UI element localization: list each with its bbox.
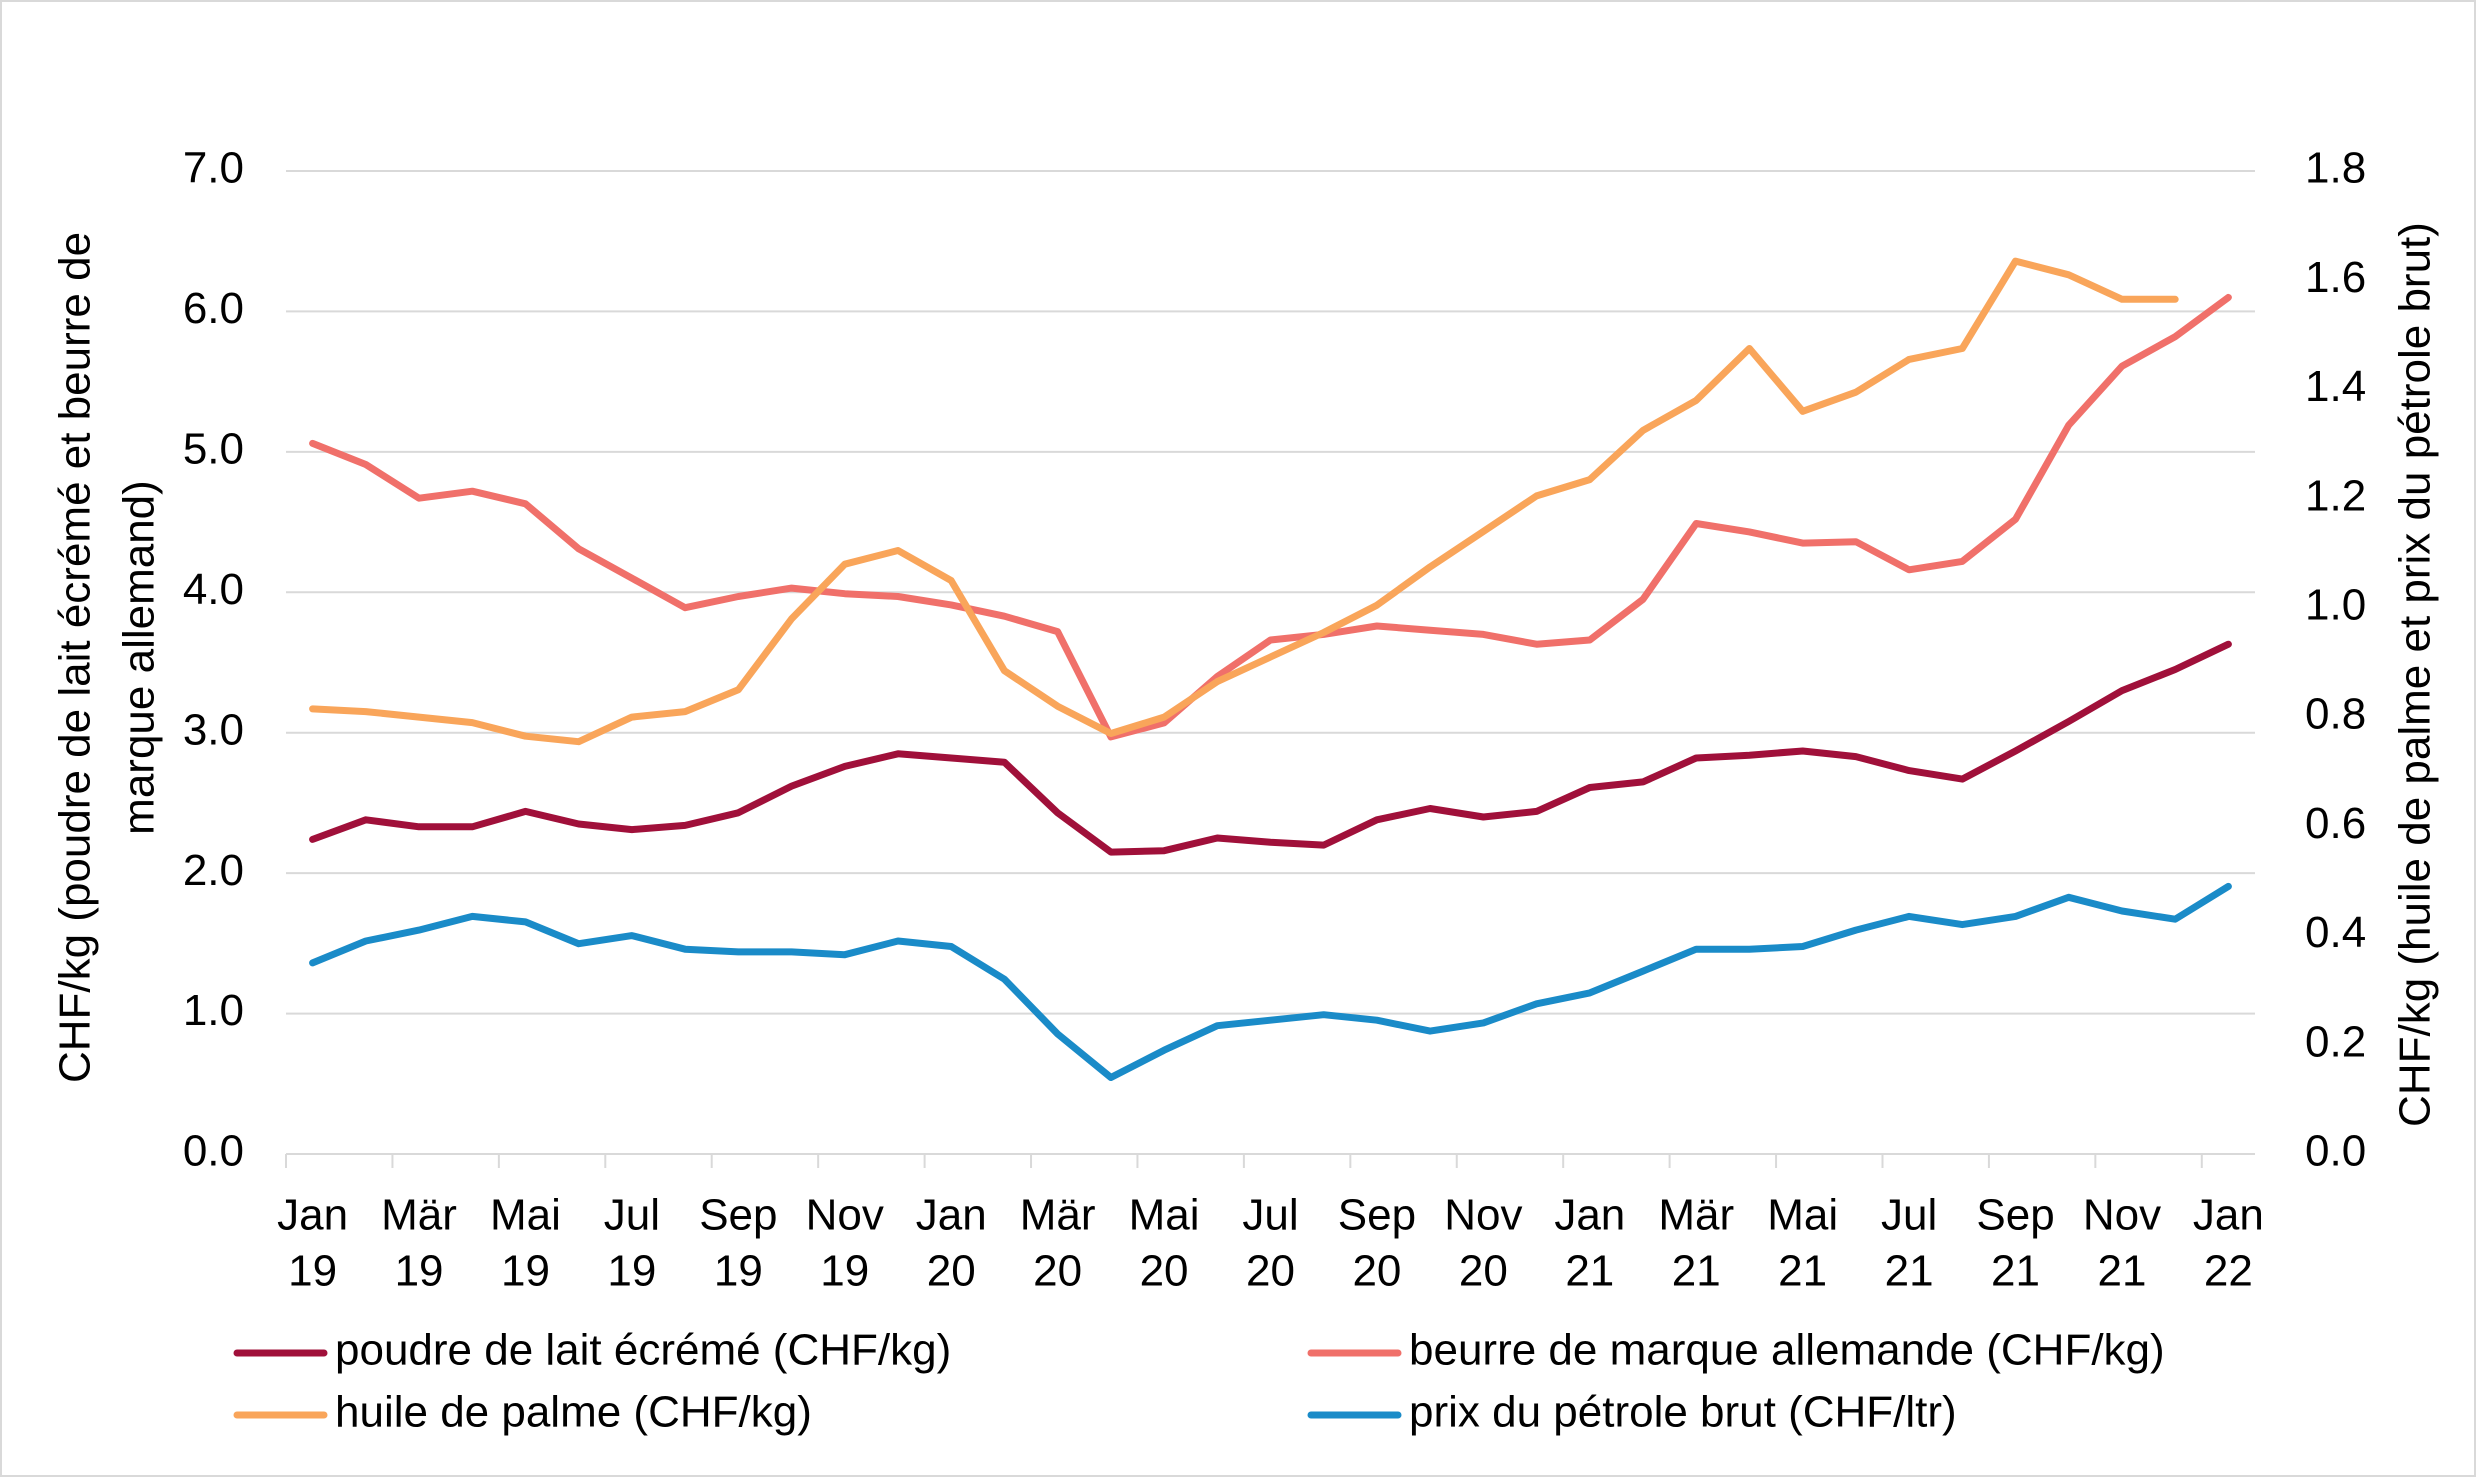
legend-label: beurre de marque allemande (CHF/kg) (1409, 1326, 2165, 1375)
legend-label: poudre de lait écrémé (CHF/kg) (335, 1326, 951, 1375)
y-tick-label: 0.0 (183, 1127, 244, 1176)
x-tick-label: 19 (820, 1247, 869, 1296)
x-tick-label: Sep (699, 1191, 777, 1240)
y2-tick-label: 1.2 (2305, 471, 2366, 520)
x-tick-label: Nov (2083, 1191, 2161, 1240)
y-tick-label: 5.0 (183, 424, 244, 473)
x-tick-label: Jul (604, 1191, 660, 1240)
y2-tick-label: 0.4 (2305, 908, 2366, 957)
x-tick-label: Mär (1020, 1191, 1096, 1240)
legend-label: prix du pétrole brut (CHF/ltr) (1409, 1388, 1957, 1437)
x-tick-label: 21 (1991, 1247, 2040, 1296)
x-tick-label: 21 (1778, 1247, 1827, 1296)
x-tick-label: 22 (2204, 1247, 2253, 1296)
y-tick-label: 1.0 (183, 986, 244, 1035)
x-tick-label: Jan (916, 1191, 987, 1240)
x-tick-label: 20 (1246, 1247, 1295, 1296)
x-tick-label: Nov (806, 1191, 884, 1240)
x-tick-label: Jan (277, 1191, 348, 1240)
y2-tick-label: 1.4 (2305, 362, 2366, 411)
x-tick-label: Mai (1129, 1191, 1200, 1240)
x-tick-label: 19 (501, 1247, 550, 1296)
y-tick-label: 4.0 (183, 565, 244, 614)
y-tick-label: 3.0 (183, 705, 244, 754)
y2-tick-label: 0.0 (2305, 1127, 2366, 1176)
x-tick-label: 19 (288, 1247, 337, 1296)
x-tick-label: Jul (1881, 1191, 1937, 1240)
x-tick-label: 20 (1352, 1247, 1401, 1296)
legend-label: huile de palme (CHF/kg) (335, 1388, 812, 1437)
x-tick-label: Jul (1242, 1191, 1298, 1240)
x-tick-label: 19 (607, 1247, 656, 1296)
y-tick-label: 2.0 (183, 846, 244, 895)
x-tick-label: Sep (1976, 1191, 2054, 1240)
y2-tick-label: 1.6 (2305, 253, 2366, 302)
x-tick-label: Jan (2193, 1191, 2264, 1240)
x-tick-label: 20 (1140, 1247, 1189, 1296)
x-tick-label: Mai (1767, 1191, 1838, 1240)
y2-tick-label: 1.8 (2305, 144, 2366, 193)
x-tick-label: 21 (1565, 1247, 1614, 1296)
series-line (309, 640, 2232, 856)
x-tick-label: Jan (1554, 1191, 1625, 1240)
y2-tick-label: 0.8 (2305, 690, 2366, 739)
x-tick-label: 20 (927, 1247, 976, 1296)
x-tick-label: 19 (395, 1247, 444, 1296)
y-tick-label: 7.0 (183, 144, 244, 193)
x-tick-label: 21 (1672, 1247, 1721, 1296)
x-tick-label: 21 (2097, 1247, 2146, 1296)
x-tick-label: Mär (1658, 1191, 1734, 1240)
series-line (309, 882, 2232, 1081)
y2-tick-label: 0.6 (2305, 799, 2366, 848)
y2-tick-label: 1.0 (2305, 581, 2366, 630)
x-tick-label: Mär (381, 1191, 457, 1240)
x-tick-label: 19 (714, 1247, 763, 1296)
y-axis-title: CHF/kg (poudre de lait écrémé et beurre … (51, 232, 100, 1083)
x-tick-label: Mai (490, 1191, 561, 1240)
series-line (309, 257, 2179, 746)
x-tick-label: Nov (1444, 1191, 1522, 1240)
x-tick-label: 20 (1459, 1247, 1508, 1296)
y-axis-title: marque allemand) (115, 480, 164, 835)
y2-axis-title: CHF/kg (huile de palme et prix du pétrol… (2391, 222, 2440, 1127)
x-tick-label: Sep (1338, 1191, 1416, 1240)
y2-tick-label: 0.2 (2305, 1017, 2366, 1066)
x-tick-label: 20 (1033, 1247, 1082, 1296)
series-line (309, 293, 2232, 741)
x-tick-label: 21 (1885, 1247, 1934, 1296)
y-tick-label: 6.0 (183, 284, 244, 333)
